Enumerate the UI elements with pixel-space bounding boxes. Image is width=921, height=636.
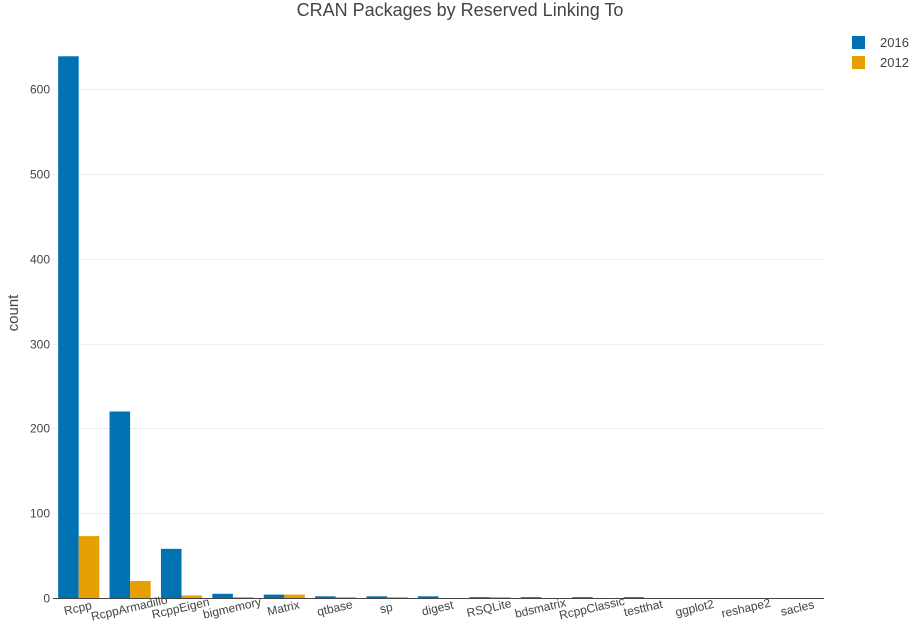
bar-2016-RcppArmadillo (109, 411, 131, 598)
bar-2016-digest (417, 596, 439, 598)
bar-2012-RcppEigen (181, 595, 203, 598)
bar-2012-sp (387, 597, 408, 598)
bar-2016-testthat (623, 597, 645, 598)
bar-2016-RcppEigen (160, 548, 182, 598)
y-axis-label: count (5, 294, 22, 332)
bar-2016-Rcpp (58, 56, 79, 598)
bar-2016-sp (366, 596, 388, 598)
y-tick-label: 0 (43, 592, 50, 606)
bar-2012-RcppArmadillo (130, 581, 151, 598)
y-tick-label: 500 (30, 168, 50, 182)
x-tick-label-digest: digest (420, 598, 455, 619)
legend-item-2012[interactable]: 2012 (852, 55, 909, 70)
bar-2016-bigmemory (212, 593, 233, 598)
x-tick-label-qtbase: qtbase (316, 597, 355, 619)
bar-2016-qtbase (315, 596, 336, 598)
x-tick-label-Matrix: Matrix (266, 598, 301, 619)
y-tick-label: 300 (30, 338, 50, 352)
x-tick-label-testthat: testthat (622, 597, 664, 620)
x-tick-label-sacles: sacles (779, 597, 815, 618)
chart-title: CRAN Packages by Reserved Linking To (297, 0, 624, 20)
bar-2012-bigmemory (232, 597, 254, 598)
legend-item-2016[interactable]: 2016 (852, 35, 909, 50)
bar-2012-RSQLite (489, 597, 511, 598)
legend-swatch (852, 36, 865, 49)
x-tick-label-Rcpp: Rcpp (63, 598, 94, 618)
x-tick-label-RSQLite: RSQLite (465, 596, 513, 620)
legend[interactable]: 2016 2012 (852, 35, 909, 70)
legend-swatch (852, 56, 865, 69)
bars (58, 56, 645, 598)
bar-2016-RcppClassic (572, 597, 593, 598)
y-tick-label: 200 (30, 422, 50, 436)
y-tick-label: 600 (30, 83, 50, 97)
y-axis-ticks: 0 100 200 300 400 500 600 (30, 83, 50, 606)
x-tick-label-ggplot2: ggplot2 (674, 597, 716, 620)
bar-2012-Matrix (284, 594, 305, 598)
bar-2016-Matrix (263, 594, 285, 598)
x-tick-label-reshape2: reshape2 (720, 596, 772, 621)
bar-2012-qtbase (335, 597, 357, 598)
x-tick-label-sp: sp (378, 600, 394, 617)
gridlines (53, 89, 824, 514)
y-tick-label: 100 (30, 507, 50, 521)
bar-2016-bdsmatrix (520, 597, 542, 598)
legend-label: 2016 (880, 35, 909, 50)
bar-2012-Rcpp (78, 536, 100, 598)
legend-label: 2012 (880, 55, 909, 70)
y-tick-label: 400 (30, 253, 50, 267)
bar-2016-RSQLite (469, 597, 490, 598)
